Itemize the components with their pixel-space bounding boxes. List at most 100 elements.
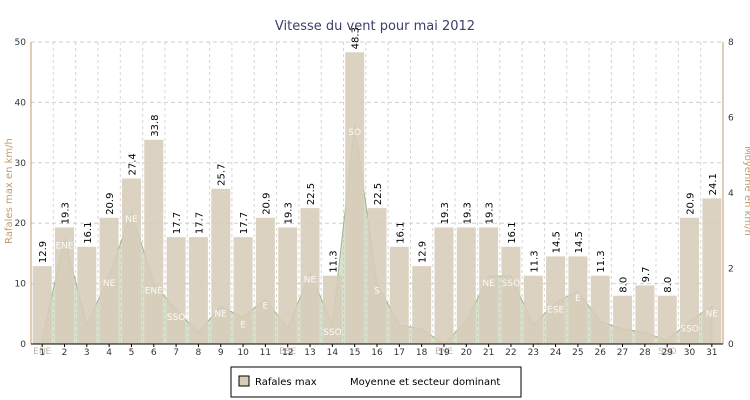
legend-box — [230, 366, 522, 398]
bar-value-label: 19.3 — [485, 202, 496, 224]
sector-label: NE — [103, 279, 116, 289]
y-tick-label-right: 8 — [728, 38, 734, 48]
sector-label: NE — [214, 309, 227, 319]
sector-label: SSO — [323, 328, 342, 338]
x-tick-label: 5 — [129, 348, 135, 358]
bar — [635, 285, 655, 344]
bar — [77, 246, 97, 344]
x-tick-label: 21 — [483, 348, 494, 358]
x-tick-label: 18 — [416, 348, 428, 358]
bar-value-label: 20.9 — [105, 193, 116, 215]
legend: Rafales max Moyenne et secteur dominant — [230, 366, 522, 398]
bar-value-label: 16.1 — [395, 222, 406, 244]
axes — [30, 42, 724, 347]
y-axis-right-label: Moyenne en km/h — [742, 146, 750, 236]
x-tick-label: 10 — [237, 348, 249, 358]
bar-value-label: 22.5 — [306, 183, 317, 205]
bar-value-label: 8.0 — [619, 277, 630, 293]
bar-value-label: 12.9 — [38, 241, 49, 263]
x-tick-label: 8 — [196, 348, 202, 358]
bar-value-label: 19.3 — [61, 202, 72, 224]
bar — [144, 139, 164, 344]
legend-swatch-gusts — [238, 375, 250, 387]
x-tick-label: 13 — [304, 348, 315, 358]
bar-value-label: 11.3 — [328, 250, 339, 272]
bar — [367, 208, 387, 344]
bar — [300, 208, 320, 344]
x-tick-label: 16 — [371, 348, 383, 358]
bar-value-label: 9.7 — [641, 266, 652, 282]
bars — [32, 52, 722, 345]
y-tick-label-left: 50 — [15, 38, 27, 48]
y-tick-label-left: 30 — [15, 159, 27, 169]
bar-value-label: 33.8 — [150, 115, 161, 137]
bar-value-label: 11.3 — [596, 250, 607, 272]
x-tick-label: 25 — [572, 348, 583, 358]
sector-label: SO — [348, 128, 361, 138]
bar-value-label: 17.7 — [194, 212, 205, 234]
y-tick-label-right: 4 — [728, 189, 734, 199]
x-tick-label: 26 — [594, 348, 606, 358]
chart-title: Vitesse du vent pour mai 2012 — [275, 19, 475, 34]
bar — [278, 227, 298, 344]
x-tick-label: 1 — [39, 348, 45, 358]
sector-label: ENE — [55, 241, 73, 251]
bar — [412, 266, 432, 344]
y-tick-label-right: 2 — [728, 265, 734, 275]
bar-value-label: 20.9 — [686, 193, 697, 215]
x-tick-label: 14 — [327, 348, 339, 358]
bar — [702, 198, 722, 344]
bar — [99, 217, 119, 344]
bar-value-label: 22.5 — [373, 183, 384, 205]
x-tick-label: 4 — [106, 348, 112, 358]
sector-label: SSO — [502, 279, 521, 289]
y-axis-left-label: Rafales max en km/h — [4, 138, 15, 244]
bar — [322, 275, 342, 344]
legend-label-gusts: Rafales max — [255, 377, 317, 388]
bar-value-label: 27.4 — [128, 153, 139, 175]
sector-label: NE — [304, 275, 317, 285]
bar — [613, 295, 633, 344]
bar-value-label: 48.3 — [351, 27, 362, 49]
y-tick-label-left: 0 — [20, 340, 26, 350]
bar — [188, 237, 208, 344]
bar-value-label: 19.3 — [462, 202, 473, 224]
y-tick-label-right: 0 — [728, 340, 734, 350]
bar — [211, 188, 231, 344]
bar-value-label: 25.7 — [217, 164, 228, 186]
bar-value-label: 19.3 — [284, 202, 295, 224]
bar-value-label: 16.1 — [507, 222, 518, 244]
x-tick-label: 20 — [461, 348, 473, 358]
bar — [523, 275, 543, 344]
x-tick-label: 27 — [617, 348, 628, 358]
bar-value-label: 17.7 — [172, 212, 183, 234]
bar — [456, 227, 476, 344]
sector-label: ENE — [145, 287, 163, 297]
bar-value-label: 20.9 — [261, 193, 272, 215]
x-tick-label: 7 — [173, 348, 179, 358]
x-tick-label: 17 — [394, 348, 405, 358]
sector-label: NE — [706, 309, 719, 319]
sector-label: SSO — [167, 313, 186, 323]
x-tick-label: 23 — [528, 348, 539, 358]
sector-label: ESE — [547, 306, 564, 316]
bar-value-label: 24.1 — [708, 173, 719, 195]
sector-label: E — [263, 302, 269, 312]
bar-value-label: 19.3 — [440, 202, 451, 224]
x-tick-label: 6 — [151, 348, 157, 358]
x-tick-label: 28 — [639, 348, 651, 358]
bar-value-label: 17.7 — [239, 212, 250, 234]
x-tick-label: 22 — [505, 348, 516, 358]
sector-label: S — [374, 287, 380, 297]
sector-label: NE — [125, 215, 138, 225]
bar — [546, 256, 566, 344]
sector-label: E — [240, 321, 246, 331]
bar-value-label: 8.0 — [663, 277, 674, 293]
bar — [233, 237, 253, 344]
bar-value-label: 14.5 — [574, 231, 585, 253]
x-tick-label: 19 — [438, 348, 450, 358]
y-tick-label-left: 10 — [15, 280, 27, 290]
